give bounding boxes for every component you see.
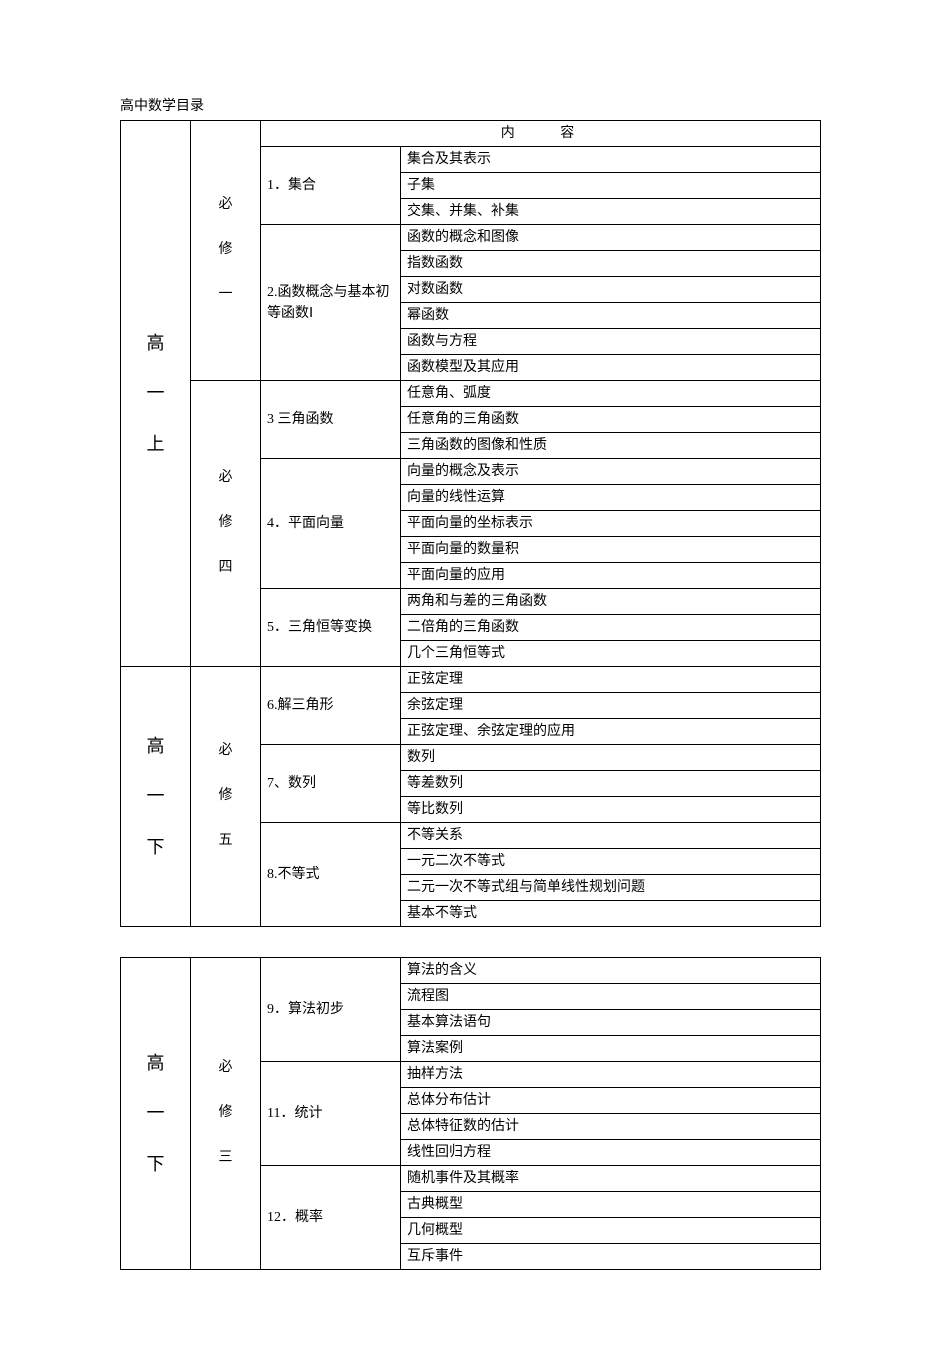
section-cell: 函数模型及其应用 xyxy=(401,355,821,381)
section-cell: 互斥事件 xyxy=(401,1244,821,1270)
section-cell: 三角函数的图像和性质 xyxy=(401,433,821,459)
section-cell: 不等关系 xyxy=(401,823,821,849)
section-cell: 平面向量的应用 xyxy=(401,563,821,589)
section-cell: 几个三角恒等式 xyxy=(401,641,821,667)
section-cell: 等差数列 xyxy=(401,771,821,797)
section-cell: 指数函数 xyxy=(401,251,821,277)
section-cell: 算法案例 xyxy=(401,1036,821,1062)
chapter-cell: 5．三角恒等变换 xyxy=(261,589,401,667)
grade-cell: 高一上 xyxy=(121,121,191,667)
book-cell: 必修四 xyxy=(191,381,261,667)
chapter-cell: 6.解三角形 xyxy=(261,667,401,745)
section-cell: 几何概型 xyxy=(401,1218,821,1244)
book-cell: 必修五 xyxy=(191,667,261,927)
section-cell: 函数的概念和图像 xyxy=(401,225,821,251)
table-spacer xyxy=(120,927,825,957)
section-cell: 线性回归方程 xyxy=(401,1140,821,1166)
section-cell: 任意角的三角函数 xyxy=(401,407,821,433)
grade-cell: 高一下 xyxy=(121,667,191,927)
section-cell: 对数函数 xyxy=(401,277,821,303)
tables-container: 高一上必修一内 容1．集合集合及其表示子集交集、并集、补集2.函数概念与基本初等… xyxy=(120,120,825,1270)
section-cell: 古典概型 xyxy=(401,1192,821,1218)
chapter-cell: 2.函数概念与基本初等函数Ⅰ xyxy=(261,225,401,381)
section-cell: 抽样方法 xyxy=(401,1062,821,1088)
page-title: 高中数学目录 xyxy=(120,95,825,115)
section-cell: 交集、并集、补集 xyxy=(401,199,821,225)
grade-cell: 高一下 xyxy=(121,958,191,1270)
section-cell: 数列 xyxy=(401,745,821,771)
curriculum-table-2: 高一下必修三9．算法初步算法的含义流程图基本算法语句算法案例11．统计抽样方法总… xyxy=(120,957,821,1270)
section-cell: 流程图 xyxy=(401,984,821,1010)
section-cell: 基本算法语句 xyxy=(401,1010,821,1036)
section-cell: 平面向量的坐标表示 xyxy=(401,511,821,537)
section-cell: 二元一次不等式组与简单线性规划问题 xyxy=(401,875,821,901)
chapter-cell: 9．算法初步 xyxy=(261,958,401,1062)
section-cell: 总体特征数的估计 xyxy=(401,1114,821,1140)
section-cell: 基本不等式 xyxy=(401,901,821,927)
content-header: 内 容 xyxy=(261,121,821,147)
section-cell: 平面向量的数量积 xyxy=(401,537,821,563)
chapter-cell: 11．统计 xyxy=(261,1062,401,1166)
section-cell: 向量的线性运算 xyxy=(401,485,821,511)
curriculum-table-1: 高一上必修一内 容1．集合集合及其表示子集交集、并集、补集2.函数概念与基本初等… xyxy=(120,120,821,927)
chapter-cell: 4．平面向量 xyxy=(261,459,401,589)
section-cell: 正弦定理、余弦定理的应用 xyxy=(401,719,821,745)
section-cell: 算法的含义 xyxy=(401,958,821,984)
section-cell: 余弦定理 xyxy=(401,693,821,719)
section-cell: 等比数列 xyxy=(401,797,821,823)
section-cell: 集合及其表示 xyxy=(401,147,821,173)
section-cell: 两角和与差的三角函数 xyxy=(401,589,821,615)
chapter-cell: 3 三角函数 xyxy=(261,381,401,459)
chapter-cell: 8.不等式 xyxy=(261,823,401,927)
section-cell: 函数与方程 xyxy=(401,329,821,355)
section-cell: 任意角、弧度 xyxy=(401,381,821,407)
chapter-cell: 7、数列 xyxy=(261,745,401,823)
section-cell: 正弦定理 xyxy=(401,667,821,693)
section-cell: 向量的概念及表示 xyxy=(401,459,821,485)
section-cell: 幂函数 xyxy=(401,303,821,329)
chapter-cell: 1．集合 xyxy=(261,147,401,225)
book-cell: 必修一 xyxy=(191,121,261,381)
section-cell: 子集 xyxy=(401,173,821,199)
section-cell: 随机事件及其概率 xyxy=(401,1166,821,1192)
book-cell: 必修三 xyxy=(191,958,261,1270)
chapter-cell: 12．概率 xyxy=(261,1166,401,1270)
section-cell: 总体分布估计 xyxy=(401,1088,821,1114)
section-cell: 二倍角的三角函数 xyxy=(401,615,821,641)
document-page: 高中数学目录 高一上必修一内 容1．集合集合及其表示子集交集、并集、补集2.函数… xyxy=(0,0,945,1370)
section-cell: 一元二次不等式 xyxy=(401,849,821,875)
